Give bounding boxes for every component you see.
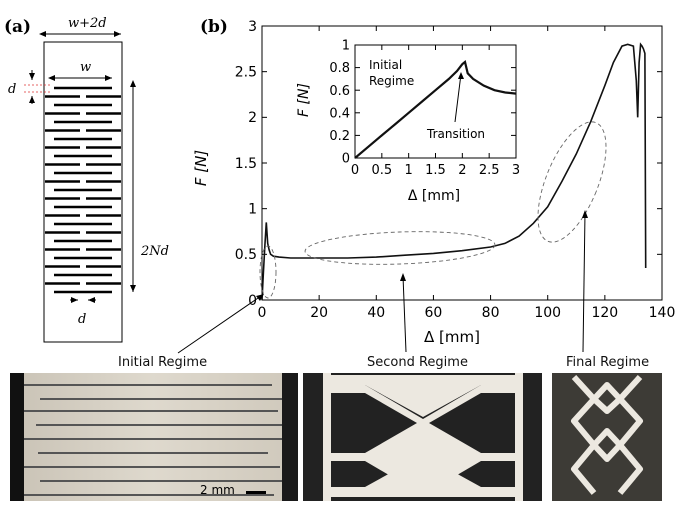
y-tick-label: 0 [342,152,350,167]
y-tick-label: 2 [248,110,257,126]
panel-a-label: (a) [4,17,32,37]
x-tick-label: 2 [458,163,466,178]
scale-bar-label: 2 mm [200,483,235,497]
final-regime-photo [552,373,662,501]
gap-label-top: d [8,82,17,97]
initial-regime-photo: 2 mm [10,373,298,501]
x-tick-label: 140 [649,305,676,321]
inset-chart: 0 0.5 1 1.5 2 2.5 3 0 0.2 0.4 0.6 0.8 1 F [N] Δ [mm] [296,39,520,204]
x-tick-label: 3 [512,163,520,178]
x-tick-label: 0 [351,163,359,178]
x-tick-label: 80 [482,305,500,321]
x-tick-label: 60 [425,305,443,321]
x-tick-label: 100 [534,305,561,321]
second-regime-photo [303,373,542,501]
y-tick-label: 2.5 [235,65,257,81]
inset-ylabel: F [N] [296,83,312,117]
length-label: 2Nd [141,244,169,259]
second-regime-label: Second Regime [367,355,468,370]
transition-pointer [454,73,462,123]
x-tick-label: 120 [591,305,618,321]
scale-bar [246,491,266,494]
slit-schematic [24,31,136,343]
panel-b-label: (b) [200,17,228,37]
inset-xlabel: Δ [mm] [408,188,460,204]
x-tick-label: 20 [310,305,328,321]
inset-initial-line2: Regime [369,74,415,88]
x-tick-label: 0.5 [371,163,392,178]
slit-pattern [45,86,121,294]
y-tick-label: 1 [248,202,257,218]
final-regime-ellipse [537,121,607,243]
y-tick-label: 0.5 [235,247,257,263]
y-tick-label: 0 [248,293,257,309]
inset-initial-line1: Initial [369,58,403,72]
y-tick-label: 0.4 [329,106,350,121]
y-tick-label: 3 [248,19,257,35]
x-tick-label: 1.5 [425,163,446,178]
gap-label-bottom: d [78,312,87,327]
initial-regime-ellipse [259,245,277,299]
initial-regime-label: Initial Regime [118,355,208,370]
y-tick-label: 0.2 [329,129,350,144]
slit-width-label: w [80,60,92,75]
y-tick-label: 0.8 [329,61,350,76]
main-xlabel: Δ [mm] [424,328,480,346]
y-tick-label: 1.5 [235,156,257,172]
x-tick-label: 2.5 [479,163,500,178]
inset-series-line [354,60,517,159]
second-regime-ellipse [304,231,496,265]
x-tick-label: 1 [405,163,413,178]
y-tick-label: 1 [342,39,350,54]
y-tick-label: 0.6 [329,84,350,99]
inset-transition-label: Transition [427,127,486,141]
final-regime-label: Final Regime [566,355,650,370]
x-tick-label: 40 [367,305,385,321]
outer-width-label: w+2d [68,16,107,31]
main-series-line [261,42,647,301]
x-tick-label: 0 [258,305,267,321]
main-ylabel: F [N] [192,150,210,186]
